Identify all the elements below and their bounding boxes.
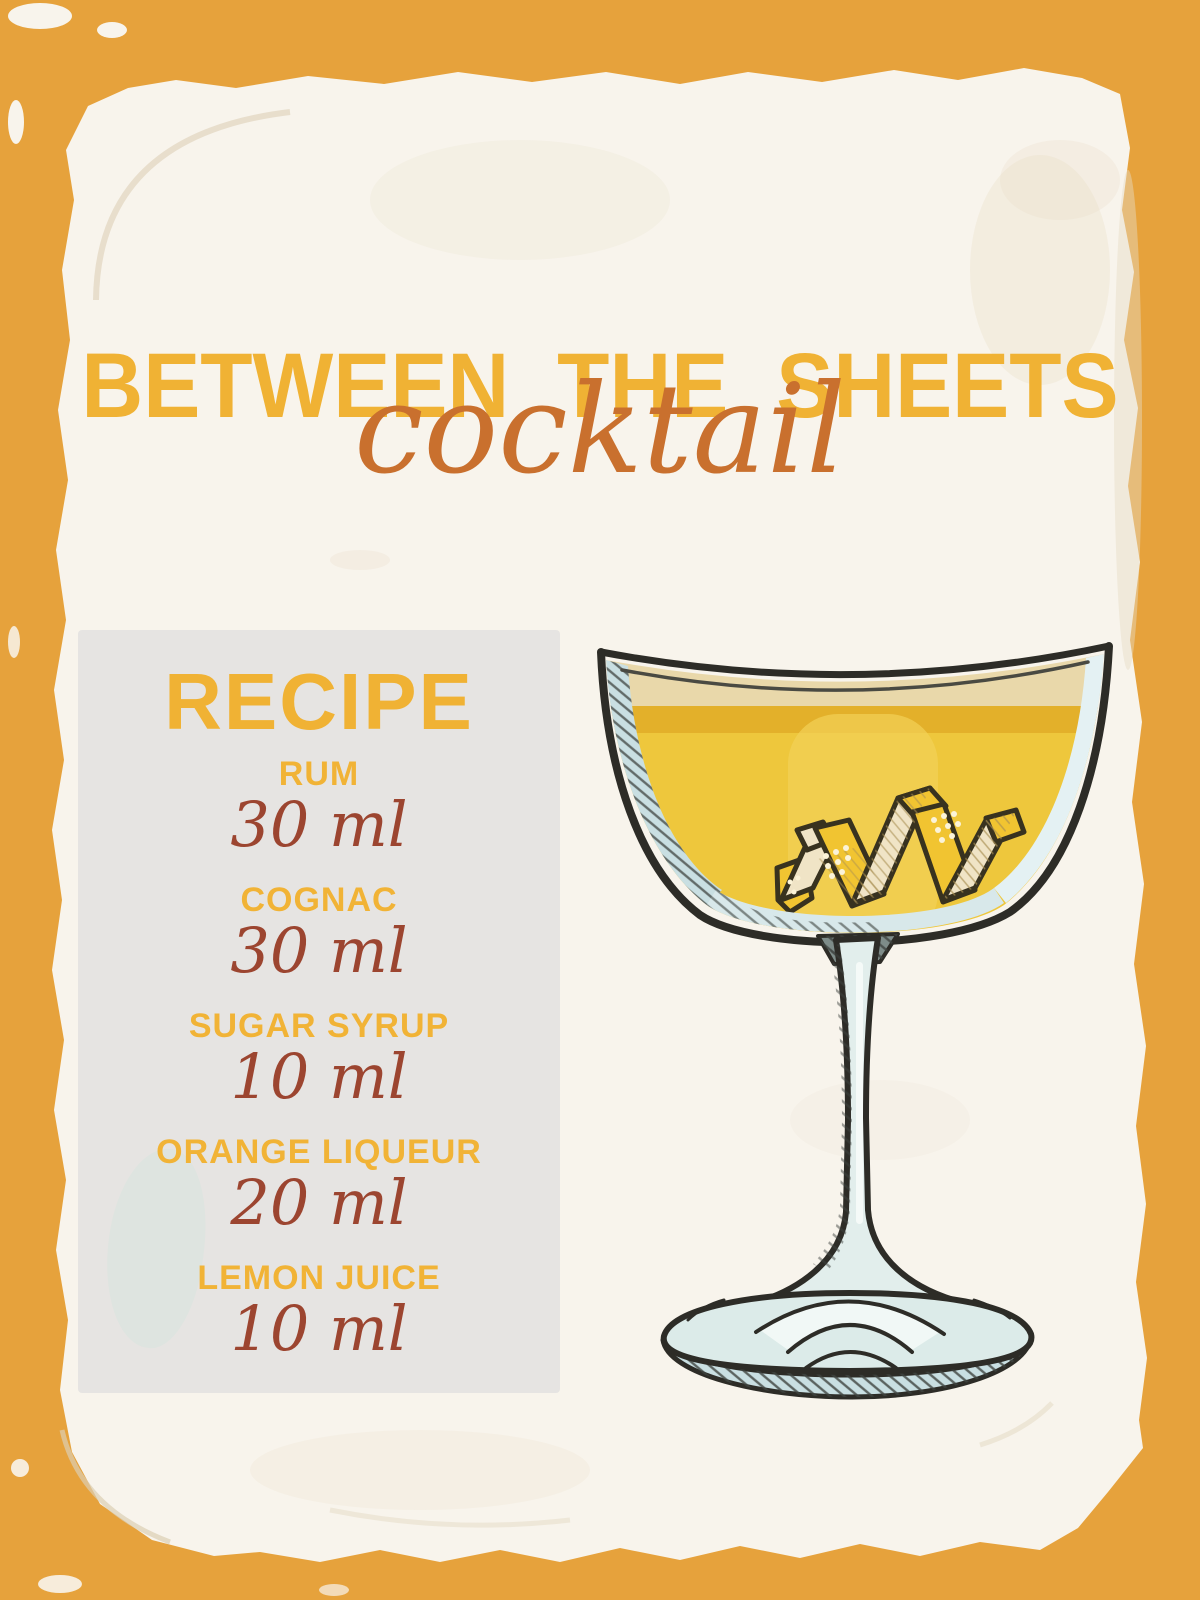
ingredient-item-orange-liqueur: ORANGE LIQUEUR 20 ml <box>78 1132 560 1234</box>
recipe-panel: RECIPE RUM 30 ml COGNAC 30 ml SUGAR SYRU… <box>78 630 560 1393</box>
twist-shading <box>787 788 1016 906</box>
liquid-highlight <box>788 714 938 933</box>
recipe-heading: RECIPE <box>164 657 474 746</box>
ingredient-amount: 30 ml <box>230 914 408 987</box>
glass-bowl <box>597 642 1113 947</box>
glass-foot <box>660 1290 1035 1400</box>
ingredient-amount: 30 ml <box>230 788 408 861</box>
ingredient-amount: 10 ml <box>230 1292 408 1365</box>
ingredient-amount: 10 ml <box>230 1040 408 1113</box>
lemon-twist-garnish <box>774 785 1027 915</box>
drink <box>606 654 1104 933</box>
ingredient-item-cognac: COGNAC 30 ml <box>78 880 560 982</box>
stem-junction <box>816 932 900 966</box>
ingredient-item-rum: RUM 30 ml <box>78 754 560 856</box>
stem-highlight <box>856 962 863 1224</box>
ingredient-list: RUM 30 ml COGNAC 30 ml SUGAR SYRUP 10 ml… <box>78 754 560 1360</box>
glass-wall-bottom <box>706 888 1004 933</box>
glass-wall-right <box>994 654 1104 903</box>
glass-stem <box>689 935 1017 1327</box>
ingredient-item-sugar-syrup: SUGAR SYRUP 10 ml <box>78 1006 560 1108</box>
poster-subtitle: cocktail <box>354 358 846 502</box>
glass-wall-left <box>606 660 722 906</box>
ingredient-item-lemon-juice: LEMON JUICE 10 ml <box>78 1258 560 1360</box>
ingredient-amount: 20 ml <box>230 1166 408 1239</box>
